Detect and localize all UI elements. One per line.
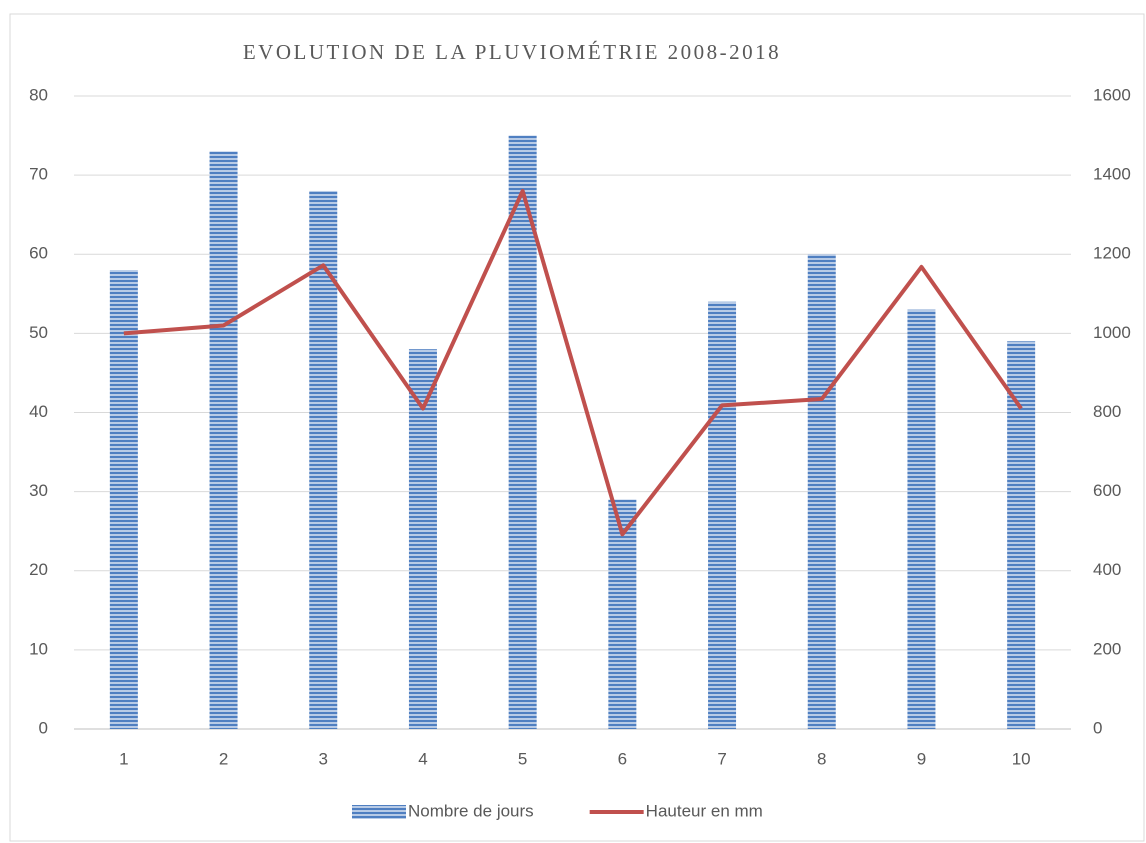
y-tick-label: 50 (29, 323, 48, 342)
y2-tick-label: 1400 (1093, 165, 1131, 184)
legend-label: Nombre de jours (408, 801, 534, 820)
legend-label: Hauteur en mm (646, 801, 763, 820)
bar (608, 499, 637, 729)
y2-tick-label: 1200 (1093, 244, 1131, 263)
y-tick-label: 80 (29, 85, 48, 104)
y-tick-label: 40 (29, 402, 48, 421)
x-tick-label: 3 (319, 749, 328, 768)
chart-frame (9, 13, 1145, 842)
bar (807, 254, 836, 729)
y2-tick-label: 600 (1093, 481, 1121, 500)
x-tick-label: 2 (219, 749, 228, 768)
y2-tick-label: 1000 (1093, 323, 1131, 342)
y-tick-label: 20 (29, 560, 48, 579)
y-tick-label: 30 (29, 481, 48, 500)
bar (1007, 341, 1036, 729)
y2-tick-label: 400 (1093, 560, 1121, 579)
x-tick-label: 8 (817, 749, 826, 768)
x-tick-label: 1 (119, 749, 128, 768)
y2-tick-label: 1600 (1093, 85, 1131, 104)
bar (907, 309, 936, 729)
bar (708, 301, 737, 729)
y2-tick-label: 200 (1093, 639, 1121, 658)
x-tick-label: 10 (1012, 749, 1031, 768)
x-tick-label: 6 (618, 749, 627, 768)
bar (508, 135, 537, 729)
y2-tick-label: 0 (1093, 718, 1102, 737)
bar (209, 151, 238, 729)
bar (109, 270, 138, 729)
y-tick-label: 70 (29, 165, 48, 184)
x-tick-label: 9 (917, 749, 926, 768)
y2-tick-label: 800 (1093, 402, 1121, 421)
chart-title: EVOLUTION DE LA PLUVIOMÉTRIE 2008-2018 (243, 40, 781, 64)
legend-swatch (352, 805, 406, 819)
x-tick-label: 5 (518, 749, 527, 768)
y-tick-label: 0 (39, 718, 48, 737)
y-tick-label: 10 (29, 639, 48, 658)
x-tick-label: 7 (717, 749, 726, 768)
y-tick-label: 60 (29, 244, 48, 263)
x-tick-label: 4 (418, 749, 427, 768)
bar (408, 349, 437, 729)
line (123, 188, 1023, 537)
